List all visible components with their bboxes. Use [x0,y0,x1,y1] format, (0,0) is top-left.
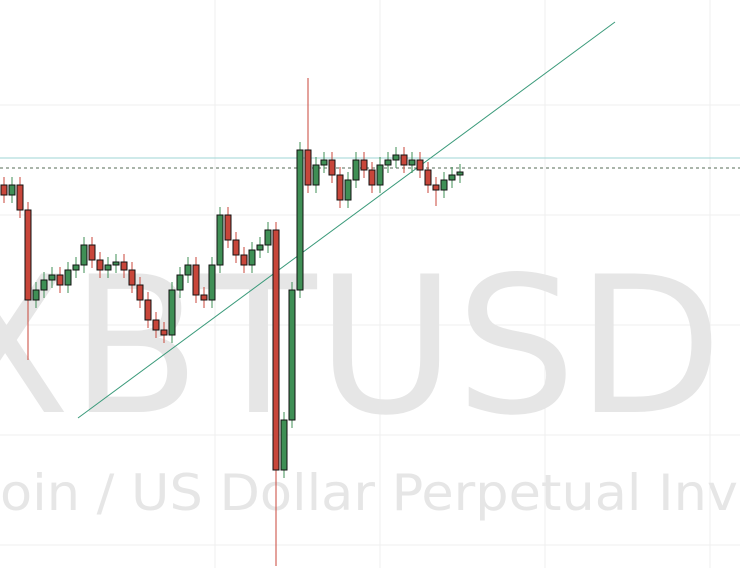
candle-body [232,239,240,256]
candle-body [352,159,360,181]
candle-body [392,154,400,161]
candle-body [368,169,376,186]
candle-body [280,419,288,471]
candle-body [64,269,72,286]
candle-body [344,179,352,201]
candle-body [320,159,328,166]
watermark: XBTUSD [0,236,723,457]
candle-body [376,164,384,186]
candle-body [16,184,24,211]
candle-body [224,214,232,241]
candle-body [160,329,168,336]
candle-body [184,264,192,276]
candle-body [192,264,200,296]
candle-body [80,244,88,266]
candle-body [48,274,56,281]
watermark-subtitle: oin / US Dollar Perpetual Inv [0,464,738,522]
candle-body [432,184,440,191]
candle-body [128,269,136,286]
candle-body [448,174,456,181]
candle-body [424,169,432,186]
candle-body [0,184,8,196]
candle-body [256,244,264,251]
trend-line [77,21,616,419]
candle-body [112,261,120,266]
candles [0,78,464,566]
candle-body [120,261,128,271]
candle-body [208,264,216,301]
candle-body [24,209,32,301]
candle-body [56,274,64,286]
candle-body [96,259,104,271]
candle-body [216,214,224,266]
candle-body [272,229,280,471]
candle-body [248,249,256,266]
candle-body [264,229,272,246]
candle-body [400,154,408,166]
candle-body [312,164,320,186]
candle-body [8,184,16,196]
candle-body [88,244,96,261]
candle-body [200,294,208,301]
candle-body [240,254,248,266]
candle-body [416,159,424,171]
candle-body [288,289,296,421]
candle-body [384,159,392,166]
candle-body [104,264,112,271]
candle-body [328,159,336,176]
candle-body [40,279,48,291]
candle-body [360,159,368,171]
candle-body [296,149,304,291]
candle-body [408,159,416,166]
candle-body [72,264,80,271]
candle-body [152,319,160,331]
candle-body [304,149,312,186]
candle-body [176,274,184,291]
candle-body [456,171,464,176]
candle-body [168,289,176,336]
candle-body [144,299,152,321]
candle-body [336,174,344,201]
candle-body [136,284,144,301]
candle-body [440,179,448,191]
candle-body [32,289,40,301]
